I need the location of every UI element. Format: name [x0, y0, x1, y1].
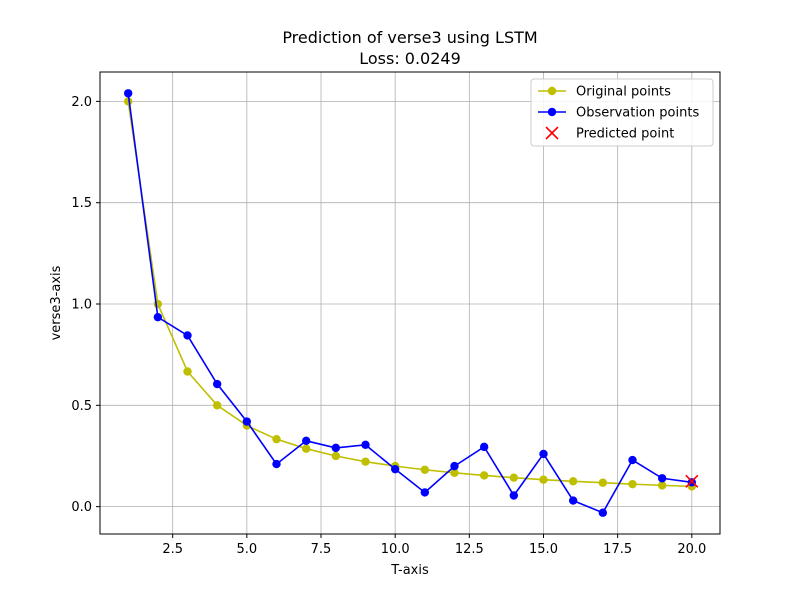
data-point: [212, 379, 222, 389]
legend: Original points Observation points Predict…: [530, 78, 714, 147]
y-tick-label: 1.5: [71, 196, 92, 211]
data-point: [509, 473, 519, 482]
x-tick-label: 12.5: [455, 542, 484, 557]
data-point: [450, 461, 459, 471]
series-1: [123, 89, 697, 517]
y-tick-label: 1.0: [71, 298, 92, 313]
legend-label: Predicted point: [576, 127, 674, 142]
chart-subtitle: Loss: 0.0249: [359, 49, 461, 68]
legend-item: Original points: [538, 85, 671, 100]
data-point: [183, 331, 192, 340]
data-point: [212, 401, 222, 410]
legend-label: Original points: [576, 85, 671, 100]
data-point: [331, 451, 341, 461]
y-tick-label: 0.5: [71, 399, 92, 414]
data-point: [272, 459, 281, 469]
data-point: [509, 491, 519, 500]
data-point: [390, 464, 400, 474]
y-tick-label: 2.0: [71, 95, 92, 110]
x-tick-label: 5.0: [236, 542, 257, 557]
x-axis-label: T-axis: [390, 563, 429, 578]
data-point: [657, 474, 667, 483]
chart-title: Prediction of verse3 using LSTM: [282, 28, 537, 47]
data-point: [153, 312, 163, 322]
data-point: [420, 465, 430, 474]
data-point: [331, 443, 341, 453]
x-tick-label: 7.5: [311, 542, 332, 557]
legend-item: Observation points: [538, 106, 699, 121]
legend-label: Observation points: [576, 106, 699, 121]
plot-area-frame: [99, 71, 721, 535]
axis-ticks: 2.5 5.0 7.5 10.0 12.5 15.0 17.5 20.0 0.0 0.5 1.0 1.…: [71, 95, 706, 557]
data-point: [450, 468, 459, 478]
data-point: [242, 417, 252, 426]
data-point: [361, 457, 370, 466]
data-point: [301, 444, 311, 453]
x-tick-label: 2.5: [162, 542, 183, 557]
series-line: [127, 93, 692, 514]
series-2: [685, 474, 699, 488]
data-point: [420, 488, 430, 497]
data-point: [183, 367, 192, 376]
data-point: [272, 434, 281, 444]
data-point: [628, 479, 637, 489]
x-tick-label: 17.5: [603, 542, 632, 557]
data-point: [628, 455, 637, 465]
series-0: [123, 97, 697, 491]
legend-x-marker: [545, 126, 559, 140]
legend-box: [530, 78, 714, 147]
data-point: [479, 471, 489, 480]
data-point: [657, 481, 667, 490]
x-tick-label: 20.0: [677, 542, 706, 557]
data-point: [568, 496, 578, 505]
x-tick-label: 15.0: [529, 542, 558, 557]
series-line: [127, 101, 692, 488]
x-tick-label: 10.0: [381, 542, 410, 557]
legend-item: Predicted point: [545, 126, 674, 142]
predicted-marker: [685, 474, 699, 488]
data-point: [539, 475, 548, 484]
data-point: [479, 442, 489, 452]
y-tick-label: 0.0: [71, 500, 92, 515]
data-point: [539, 449, 548, 459]
data-point: [568, 477, 578, 486]
data-point: [301, 436, 311, 445]
series-layer: [123, 89, 699, 517]
data-point: [123, 89, 133, 98]
data-point: [361, 440, 370, 450]
data-point: [598, 508, 608, 517]
y-axis-label: verse3-axis: [49, 265, 64, 340]
data-point: [598, 478, 608, 487]
